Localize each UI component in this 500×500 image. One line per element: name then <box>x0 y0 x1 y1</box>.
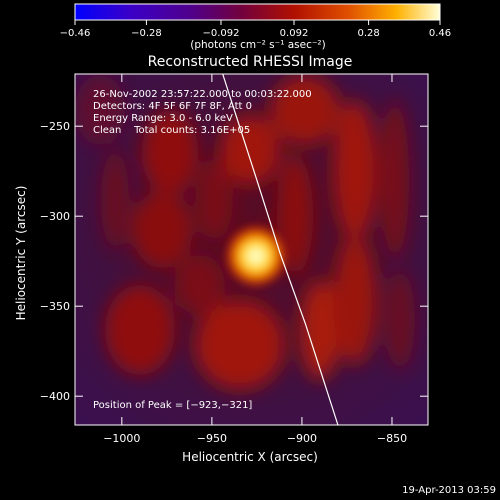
x-tick-label: −950 <box>197 432 227 445</box>
heatmap-image <box>75 74 428 425</box>
colorbar-tick-label: −0.092 <box>202 28 239 39</box>
y-tick-label: −400 <box>40 390 70 403</box>
y-tick-label: −350 <box>40 300 70 313</box>
colorbar-tick-label: −0.46 <box>60 28 91 39</box>
colorbar-tick-label: 0.092 <box>280 28 309 39</box>
colorbar-tick-label: 0.46 <box>429 28 451 39</box>
colorbar-ticks: −0.46 −0.28 −0.092 0.092 0.28 0.46 <box>60 20 451 39</box>
axis-ticks: −1000 −950 −900 −850 −250 −300 −350 −400 <box>40 74 428 445</box>
info-line-detectors: Detectors: 4F 5F 6F 7F 8F, Att 0 <box>93 101 252 112</box>
x-axis-label: Heliocentric X (arcsec) <box>182 450 318 464</box>
colorbar-tick-label: −0.28 <box>131 28 162 39</box>
colorbar <box>74 3 441 21</box>
timestamp: 19-Apr-2013 03:59 <box>402 485 496 496</box>
x-tick-label: −1000 <box>103 432 140 445</box>
info-line-energy: Energy Range: 3.0 - 6.0 keV <box>93 113 233 124</box>
y-tick-label: −300 <box>40 210 70 223</box>
info-line-time: 26-Nov-2002 23:57:22.000 to 00:03:22.000 <box>93 89 312 100</box>
x-tick-label: −900 <box>287 432 317 445</box>
x-tick-label: −850 <box>377 432 407 445</box>
solar-limb-curve <box>222 74 339 425</box>
y-axis-label: Heliocentric Y (arcsec) <box>14 186 28 321</box>
colorbar-unit-label: (photons cm⁻² s⁻¹ asec⁻²) <box>190 39 325 51</box>
y-tick-label: −250 <box>40 120 70 133</box>
plot-frame <box>74 73 429 426</box>
info-line-clean: Clean Total counts: 3.16E+05 <box>93 125 250 136</box>
chart-title: Reconstructed RHESSI Image <box>148 54 353 70</box>
peak-position-label: Position of Peak = [−923,−321] <box>93 400 252 411</box>
colorbar-tick-label: 0.28 <box>357 28 379 39</box>
